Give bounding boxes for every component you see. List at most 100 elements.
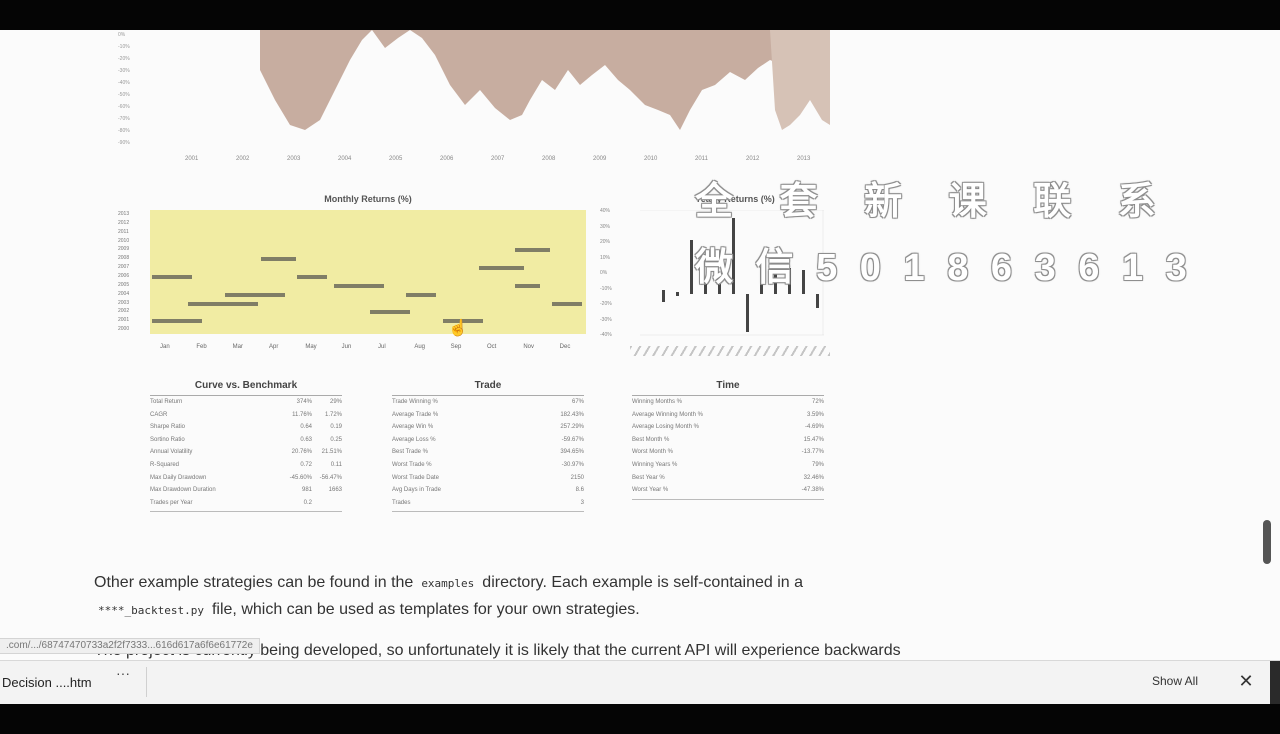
row-label: Best Month % <box>632 436 670 443</box>
table-row: CAGR 11.76% 1.72% <box>150 409 342 422</box>
table-row: Average Win % 257.29% <box>392 421 584 434</box>
download-filename[interactable]: Decision ....htm <box>2 674 92 690</box>
y-tick-label: -20% <box>600 301 612 307</box>
table-row: Winning Years % 79% <box>632 459 824 472</box>
y-tick-label: -10% <box>118 44 130 50</box>
heatmap-month-label: Jan <box>160 344 170 350</box>
watermark-line1: 全 套 新 课 联 系 <box>695 181 1174 223</box>
drawdown-area <box>260 30 830 130</box>
row-value: 67% <box>571 399 584 405</box>
table-row: Max Drawdown Duration 981 1663 <box>150 484 342 497</box>
download-more-icon[interactable]: ··· <box>116 665 130 681</box>
table-row: Worst Month % -13.77% <box>632 446 824 459</box>
y-tick-label: -40% <box>600 332 612 338</box>
table-row: R-Squared 0.72 0.11 <box>150 459 342 472</box>
close-shelf-icon[interactable]: ✕ <box>1238 671 1254 691</box>
year-label: 2008 <box>542 156 556 162</box>
heatmap-year-label: 2013 <box>118 211 130 217</box>
year-bar <box>816 294 819 308</box>
row-benchmark-value: -56.47% <box>319 474 342 481</box>
yearly-returns-x-labels <box>630 346 830 356</box>
row-label: R-Squared <box>150 461 180 468</box>
year-bar <box>760 260 763 294</box>
row-benchmark-value: 1.72% <box>324 411 342 418</box>
heatmap-year-label: 2003 <box>118 299 130 306</box>
table-row: Trades 3 <box>392 497 584 510</box>
row-label: Best Year % <box>632 474 665 481</box>
show-all-button[interactable]: Show All <box>1151 674 1199 688</box>
table-row: Winning Months % 72% <box>632 396 824 409</box>
heatmap-year-label: 2007 <box>118 264 130 271</box>
readme-paragraph-2: The project is currently being developed… <box>94 642 901 659</box>
time-table: Time Winning Months % 72% Average Winning … <box>632 380 824 500</box>
row-value: 182.43% <box>560 411 584 418</box>
heatmap-cell-shade <box>333 283 384 288</box>
table-row: Max Daily Drawdown -45.60% -56.47% <box>150 472 342 485</box>
table-row: Average Trade % 182.43% <box>392 409 584 422</box>
heatmap-cell-shade <box>297 275 328 279</box>
inline-code: examples <box>421 577 475 590</box>
row-value: 374% <box>296 399 312 405</box>
y-tick-label: -40% <box>118 80 130 86</box>
row-label: Avg Days in Trade <box>392 487 441 494</box>
heatmap-cell-shade <box>261 257 296 262</box>
row-value: 20.76% <box>291 449 312 456</box>
row-value: -59.67% <box>561 436 584 443</box>
row-label: Worst Trade % <box>392 461 432 468</box>
y-tick-label: 30% <box>600 223 611 230</box>
row-value: 79% <box>811 461 824 468</box>
page-scrollbar-thumb[interactable] <box>1263 520 1271 564</box>
y-tick-label: 10% <box>600 254 611 261</box>
table-title: Curve vs. Benchmark <box>150 380 342 396</box>
table-row: Best Trade % 394.65% <box>392 446 584 459</box>
row-label: Worst Year % <box>632 487 669 494</box>
heatmap-cell-shade <box>406 292 437 297</box>
heatmap-cell-shade <box>479 266 524 271</box>
download-item[interactable]: Decision ....htm <box>0 669 140 695</box>
row-label: Trade Winning % <box>392 399 438 405</box>
download-shelf: Decision ....htm ··· Show All ✕ <box>0 660 1280 705</box>
row-value: 3.59% <box>806 411 824 418</box>
year-bar <box>690 240 693 294</box>
year-bar <box>718 284 721 294</box>
table-title: Trade <box>392 380 584 396</box>
row-benchmark-value <box>312 497 342 510</box>
row-label: Trades <box>392 499 411 506</box>
year-label: 2003 <box>287 156 301 162</box>
drawdown-chart: 0% -10% -20% -30% -40% -50% -60% -70% -8… <box>110 30 830 180</box>
row-value: 15.47% <box>803 436 824 443</box>
heatmap-cell-shade <box>515 283 541 288</box>
year-label: 2004 <box>338 156 352 162</box>
heatmap-month-label: Dec <box>559 344 571 350</box>
table-row: Sharpe Ratio 0.64 0.19 <box>150 421 342 434</box>
row-benchmark-value: 0.25 <box>330 436 342 443</box>
heatmap-year-label: 2012 <box>118 219 130 226</box>
heatmap-year-label: 2004 <box>118 290 130 297</box>
row-label: Worst Trade Date <box>392 474 439 481</box>
row-label: Average Winning Month % <box>632 411 703 418</box>
table-row: Worst Trade % -30.97% <box>392 459 584 472</box>
row-label: Trades per Year <box>150 499 193 506</box>
table-row: Average Loss % -59.67% <box>392 434 584 447</box>
heatmap-year-label: 2010 <box>118 237 130 244</box>
heatmap-cell-shade <box>442 319 483 324</box>
row-label: Max Daily Drawdown <box>150 474 207 481</box>
paragraph-text: file, which can be used as templates for… <box>211 601 640 618</box>
year-axis: 2001 2002 2003 2004 2005 2006 2007 2008 … <box>150 156 830 168</box>
y-tick-label: 20% <box>600 239 611 245</box>
year-bar <box>732 218 735 294</box>
year-bar <box>704 282 707 294</box>
heatmap-month-label: Oct <box>487 344 497 350</box>
row-label: Average Loss % <box>392 436 436 443</box>
heatmap-cell-shade <box>551 301 582 306</box>
row-benchmark-value: 21.51% <box>321 449 342 456</box>
heatmap-month-label: Jun <box>341 344 352 350</box>
year-bar <box>802 270 805 294</box>
row-value: -4.69% <box>804 424 824 431</box>
row-benchmark-value: 0.11 <box>330 461 342 468</box>
heatmap-month-label: Sep <box>450 344 462 350</box>
table-bottom-rule <box>632 498 824 500</box>
yearly-returns-chart <box>640 209 824 336</box>
year-label: 2009 <box>593 156 607 162</box>
table-row: Annual Volatility 20.76% 21.51% <box>150 446 342 459</box>
